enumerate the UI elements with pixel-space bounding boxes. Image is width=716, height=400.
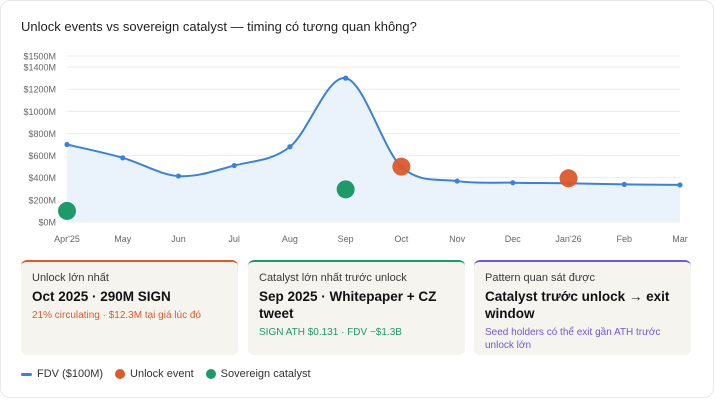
x-tick-label: Sep [338, 234, 354, 244]
card-headline: Sep 2025 · Whitepaper + CZ tweet [259, 289, 437, 321]
card-largest-catalyst: Catalyst lớn nhất trước unlock Sep 2025 … [248, 260, 465, 355]
fdv-data-point [64, 141, 70, 148]
catalyst-marker [58, 201, 76, 220]
legend-label: FDV ($100M) [37, 368, 104, 380]
x-tick-label: Oct [394, 234, 409, 244]
fdv-line-chart: $0M $200M $400M $600M $800M $1000M $1200M $1400… [23, 52, 688, 245]
y-tick-label: $1400M [23, 63, 56, 73]
fdv-data-point [510, 180, 516, 186]
y-tick-label: $200M [28, 195, 56, 205]
fdv-data-point [343, 75, 349, 81]
x-tick-label: Nov [449, 234, 466, 244]
catalyst-marker [336, 180, 355, 199]
card-headline: Catalyst trước unlock → exit window [485, 289, 670, 321]
card-pattern: Pattern quan sát được Catalyst trước unl… [474, 260, 691, 355]
x-tick-label: Jun [171, 234, 186, 244]
card-label: Pattern quan sát được [485, 272, 595, 284]
fdv-data-point [231, 162, 237, 169]
card-detail: SIGN ATH $0.131 · FDV ~$1.3B [259, 327, 402, 338]
card-headline: Oct 2025 · 290M SIGN [32, 289, 171, 304]
y-tick-label: $0M [38, 218, 56, 228]
card-label: Unlock lớn nhất [32, 272, 109, 284]
fdv-data-point [175, 173, 182, 179]
x-tick-label: Mar [672, 234, 688, 244]
legend-label: Sovereign catalyst [220, 368, 311, 380]
unlock-marker [392, 157, 411, 176]
unlock-dot-swatch [115, 369, 126, 379]
x-tick-label: Feb [617, 234, 633, 244]
chart-legend: FDV ($100M) Unlock event Sovereign catal… [21, 368, 323, 380]
fdv-data-point [621, 181, 627, 187]
y-tick-label: $400M [28, 173, 56, 183]
fdv-data-point [287, 144, 293, 150]
y-tick-label: $1500M [23, 52, 56, 62]
y-tick-label: $600M [28, 151, 56, 161]
x-tick-label: Jul [228, 234, 240, 244]
fdv-line-swatch [21, 372, 32, 376]
card-largest-unlock: Unlock lớn nhất Oct 2025 · 290M SIGN 21%… [21, 260, 238, 355]
x-tick-label: Dec [505, 234, 522, 244]
catalyst-dot-swatch [205, 369, 216, 379]
card-detail: Seed holders có thể exit gần ATH trước u… [485, 327, 661, 351]
card-detail: 21% circulating · $12.3M tại giá lúc đó [32, 310, 201, 321]
y-tick-label: $800M [28, 129, 56, 139]
legend-item-unlock: Unlock event [115, 368, 194, 380]
y-tick-label: $1000M [23, 107, 56, 117]
fdv-data-point [120, 155, 126, 161]
x-tick-label: Jan'26 [555, 234, 581, 244]
fdv-data-point [677, 182, 683, 188]
fdv-data-point [454, 178, 460, 184]
fdv-area-fill [67, 77, 680, 222]
unlock-marker [559, 169, 578, 188]
x-tick-label: Aug [282, 234, 298, 244]
card-label: Catalyst lớn nhất trước unlock [259, 272, 407, 284]
chart-title: Unlock events vs sovereign catalyst — ti… [21, 19, 417, 34]
y-tick-label: $1200M [23, 85, 56, 95]
legend-label: Unlock event [130, 368, 194, 380]
legend-item-catalyst: Sovereign catalyst [205, 368, 311, 380]
x-tick-label: Apr'25 [54, 234, 80, 244]
x-tick-label: May [114, 234, 132, 244]
legend-item-fdv: FDV ($100M) [21, 368, 103, 380]
